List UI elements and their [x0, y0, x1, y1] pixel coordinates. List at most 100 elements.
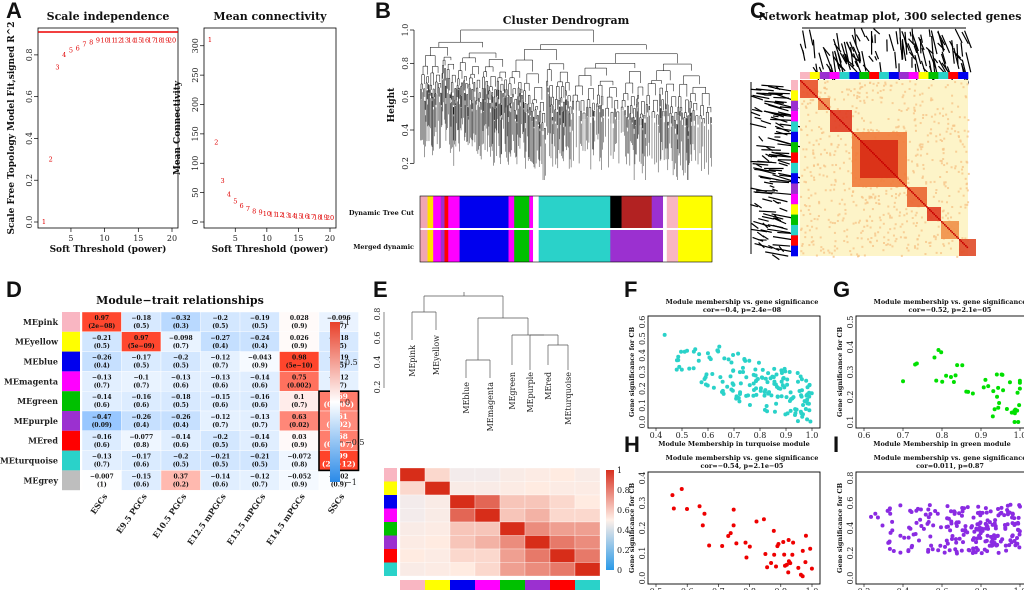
- point: [786, 537, 791, 542]
- branch: [865, 35, 870, 42]
- cell: [919, 122, 922, 125]
- panel-e-cell: [449, 521, 476, 536]
- diag: [854, 134, 856, 136]
- cell: [925, 240, 928, 243]
- cell: [857, 254, 860, 257]
- panel-d-cell-p: (0.7): [212, 422, 228, 429]
- point: [1010, 533, 1015, 538]
- point: [944, 538, 949, 543]
- panel-b-merged-segment: [420, 230, 428, 262]
- panel-F-ytick: 0.1: [638, 399, 647, 412]
- panel-a-left-point: 11: [107, 36, 115, 44]
- panel-e-cell: [474, 481, 501, 496]
- panel-G-stat: cor=−0.52, p=2.1e−05: [909, 306, 992, 314]
- cell: [913, 89, 916, 92]
- point: [994, 372, 999, 377]
- diag: [846, 126, 849, 129]
- branch: [879, 62, 882, 73]
- cell: [966, 135, 969, 138]
- cell: [922, 167, 925, 170]
- cell: [895, 193, 898, 196]
- branch: [849, 63, 858, 73]
- panel-e-cell: [424, 535, 451, 550]
- point: [906, 548, 911, 553]
- panel-a-left-xtick: 20: [167, 234, 177, 243]
- cell: [827, 249, 830, 252]
- cell: [903, 214, 906, 217]
- cell: [957, 131, 960, 134]
- branch: [920, 34, 923, 43]
- panel-H-stat: cor=−0.54, p=2.1e−05: [701, 462, 784, 470]
- cell: [851, 105, 854, 108]
- cell: [964, 177, 967, 180]
- panel-d-cell-cor: −0.072: [287, 454, 311, 461]
- panel-a-right-ytick: 0: [191, 219, 200, 224]
- diag: [834, 114, 837, 117]
- panel-e-cell: [449, 494, 476, 509]
- cell: [813, 217, 816, 220]
- diag: [818, 98, 820, 100]
- cell: [960, 82, 963, 85]
- panel-d-cell-cor: −0.14: [171, 434, 191, 441]
- diag: [836, 116, 838, 118]
- cell: [813, 179, 816, 182]
- panel-G-xtick: 0.6: [858, 431, 871, 440]
- panel-b-dynamic-segment: [610, 196, 622, 228]
- branch: [940, 53, 948, 71]
- cell: [850, 172, 853, 175]
- point: [769, 393, 774, 398]
- point: [787, 370, 792, 375]
- cell: [836, 219, 839, 222]
- point: [966, 548, 971, 553]
- point: [993, 518, 998, 523]
- point: [764, 403, 769, 408]
- cell: [829, 105, 832, 108]
- diag: [809, 89, 811, 91]
- point: [1001, 388, 1006, 393]
- panel-label-C: C: [750, 0, 766, 23]
- cell: [936, 108, 939, 111]
- diag: [956, 236, 958, 238]
- diag: [950, 230, 952, 232]
- cell: [808, 229, 811, 232]
- cell: [883, 236, 886, 239]
- cell: [804, 236, 807, 239]
- panel-F-ytick: 0.4: [638, 349, 647, 362]
- cell: [803, 180, 806, 183]
- panel-a-right-point: 12: [275, 211, 283, 219]
- cell: [877, 231, 880, 234]
- cell: [934, 238, 937, 241]
- point: [774, 384, 779, 389]
- panel-c-left-strip: [791, 224, 798, 236]
- cell: [840, 138, 843, 141]
- panel-G-xtick: 0.8: [936, 431, 949, 440]
- cell: [815, 139, 818, 142]
- point: [961, 540, 966, 545]
- cell: [946, 162, 949, 165]
- panel-a-left-point: 17: [148, 36, 156, 44]
- panel-H-ytick: 0.0: [638, 572, 647, 585]
- cell: [890, 84, 893, 87]
- point: [916, 538, 921, 543]
- point: [703, 382, 708, 387]
- diag: [878, 158, 880, 160]
- point: [944, 524, 949, 529]
- diag: [924, 204, 927, 207]
- panel-c-left-strip: [791, 90, 798, 102]
- cell: [920, 229, 923, 232]
- cell: [916, 153, 919, 156]
- diag: [866, 146, 868, 148]
- panel-d-legend-tick: −1: [345, 478, 357, 487]
- panel-e-row-swatch: [384, 562, 397, 576]
- panel-d-cell-cor: −0.007: [90, 473, 114, 480]
- cell: [915, 224, 918, 227]
- point: [774, 401, 779, 406]
- cell: [893, 205, 896, 208]
- cell: [928, 242, 931, 245]
- point: [742, 357, 747, 362]
- cell: [842, 182, 845, 185]
- cell: [809, 212, 812, 215]
- branch: [911, 33, 919, 52]
- cell: [871, 208, 874, 211]
- panel-d-cell-p: (0.4): [173, 422, 189, 429]
